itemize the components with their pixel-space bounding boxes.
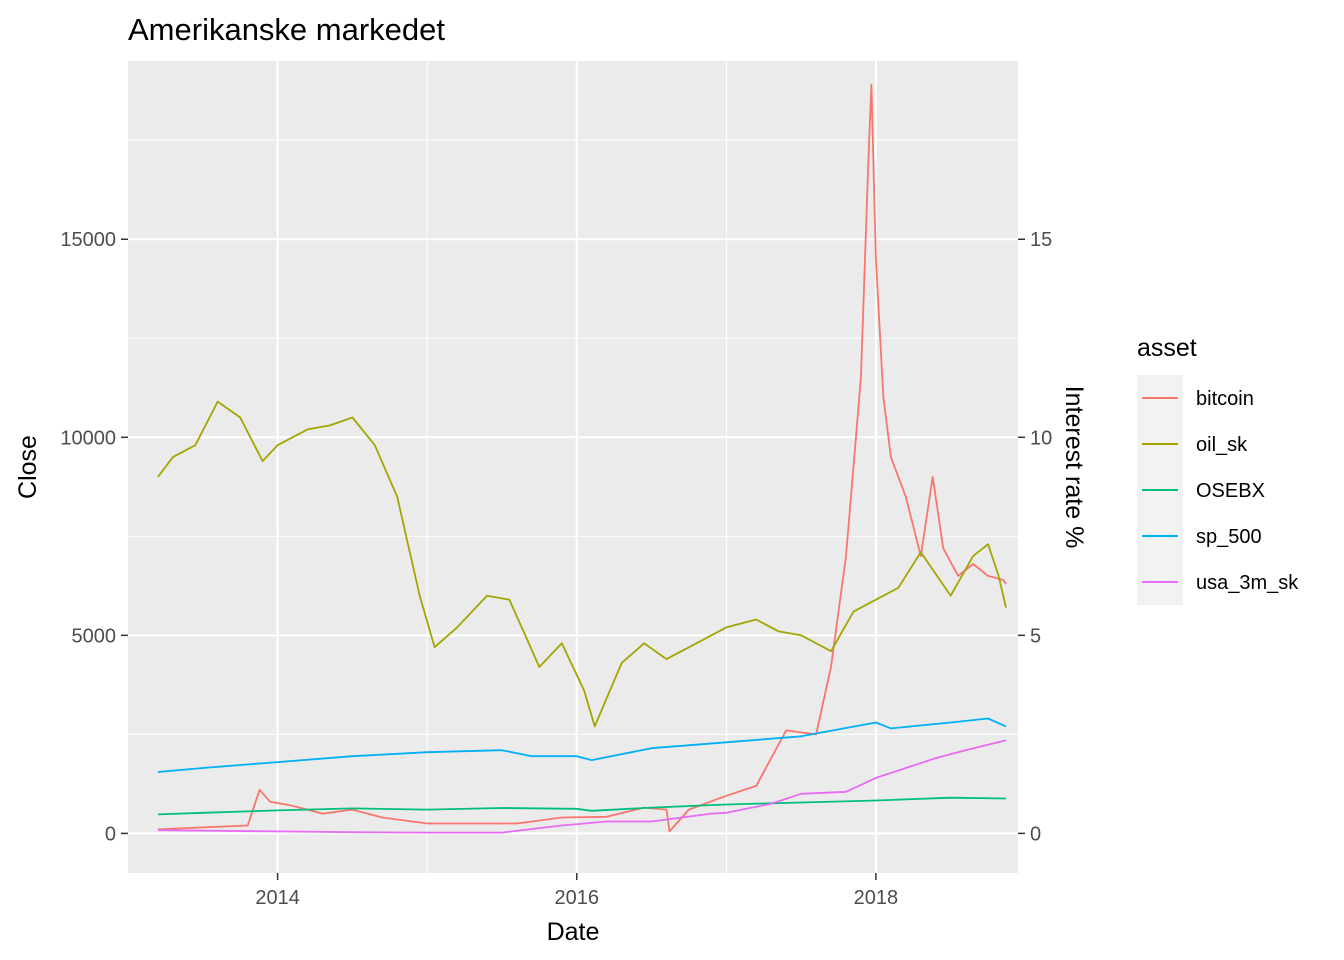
y2-axis: 0 5 10 15	[1018, 229, 1052, 845]
x-tick-label: 2016	[554, 887, 599, 909]
series-line-OSEBX	[157, 796, 1007, 816]
y-tick-label: 10000	[60, 427, 116, 449]
y2-tick-label: 5	[1030, 625, 1041, 647]
series-lines	[157, 83, 1007, 834]
series-line-oil_sk	[157, 400, 1007, 728]
y-tick-label: 0	[105, 823, 116, 845]
y2-axis-label: Interest rate %	[1060, 386, 1088, 549]
x-axis: 2014 2016 2018	[255, 873, 898, 909]
x-axis-label: Date	[547, 918, 600, 946]
series-line-sp_500	[157, 717, 1007, 773]
legend-label: usa_3m_sk	[1196, 572, 1299, 594]
legend-label: sp_500	[1196, 526, 1262, 548]
series-line-usa_3m_sk	[157, 739, 1007, 834]
x-tick-label: 2018	[854, 887, 899, 909]
series-line-bitcoin	[157, 83, 1007, 833]
y-tick-label: 5000	[72, 625, 117, 647]
y2-tick-label: 15	[1030, 229, 1052, 251]
grid	[128, 61, 1018, 873]
legend-label: oil_sk	[1196, 434, 1248, 456]
y-axis: 0 5000 10000 15000	[60, 229, 128, 845]
y-tick-label: 15000	[60, 229, 116, 251]
y2-tick-label: 10	[1030, 427, 1052, 449]
legend-label: bitcoin	[1196, 388, 1254, 410]
y2-tick-label: 0	[1030, 823, 1041, 845]
legend-title: asset	[1137, 334, 1197, 362]
chart-title: Amerikanske markedet	[128, 12, 445, 47]
y-axis-label: Close	[14, 435, 42, 499]
legend: asset bitcoin oil_sk OSEBX sp_500 usa_3m_sk	[1137, 334, 1299, 605]
plot-panel	[128, 61, 1018, 873]
x-tick-label: 2014	[255, 887, 300, 909]
legend-label: OSEBX	[1196, 480, 1265, 502]
